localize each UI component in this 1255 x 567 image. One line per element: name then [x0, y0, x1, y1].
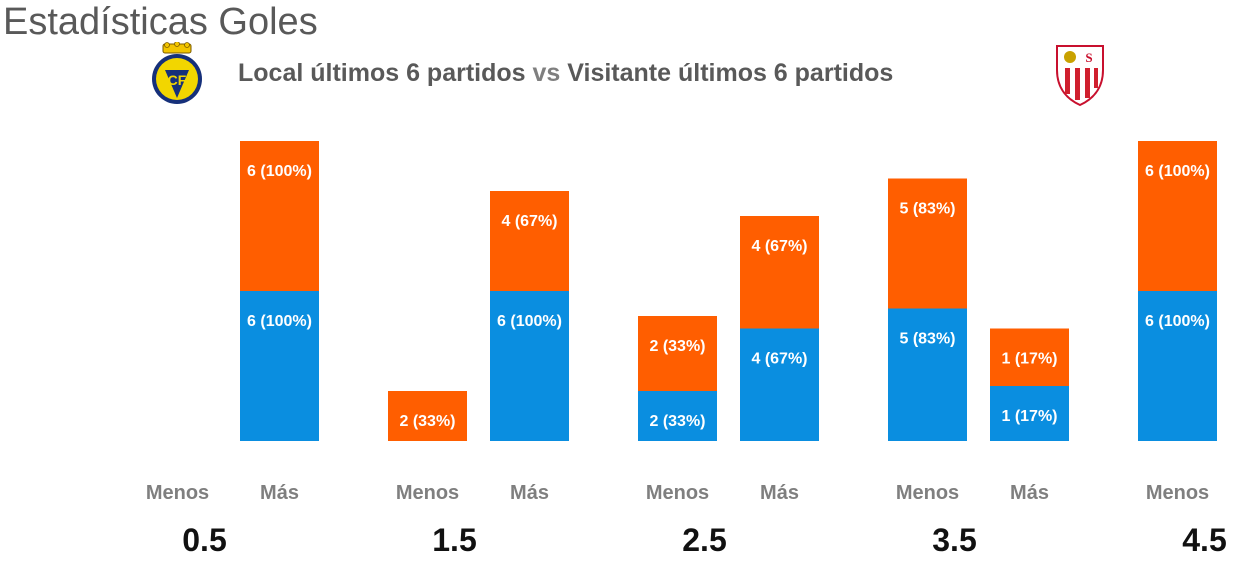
data-label-visitante: 2 (33%): [399, 413, 455, 430]
bar-visitante: [388, 391, 467, 441]
svg-text:CF: CF: [168, 72, 187, 88]
category-label: Más: [1010, 482, 1049, 504]
category-label: Menos: [646, 482, 709, 504]
sevilla-crest-icon: S: [1053, 42, 1107, 108]
chart-subtitle: Local últimos 6 partidos vs Visitante úl…: [238, 57, 893, 89]
bar-visitante: [240, 141, 319, 291]
category-label: Menos: [896, 482, 959, 504]
svg-text:S: S: [1085, 50, 1092, 65]
threshold-label: 4.5: [1182, 522, 1226, 558]
data-label-visitante: 6 (100%): [1145, 163, 1210, 180]
subtitle-away: Visitante últimos 6 partidos: [567, 59, 894, 87]
subtitle-vs: vs: [532, 59, 561, 87]
category-label: Más: [260, 482, 299, 504]
category-label: Más: [510, 482, 549, 504]
bar-visitante: [740, 216, 819, 329]
bar-local: [740, 328, 819, 441]
bar-visitante: [990, 328, 1069, 386]
bar-local: [1138, 291, 1217, 441]
data-label-local: 6 (100%): [1145, 313, 1210, 330]
data-label-local: 5 (83%): [899, 331, 955, 348]
subtitle-home: Local últimos 6 partidos: [238, 59, 526, 87]
data-label-local: 6 (100%): [247, 313, 312, 330]
villarreal-crest-icon: CF: [150, 41, 204, 108]
threshold-label: 1.5: [432, 522, 476, 558]
data-label-visitante: 1 (17%): [1001, 351, 1057, 368]
page-title: Estadísticas Goles: [3, 1, 318, 43]
bar-visitante: [490, 191, 569, 291]
category-label: Menos: [146, 482, 209, 504]
bar-local: [888, 308, 967, 441]
bar-local: [638, 391, 717, 441]
data-label-visitante: 2 (33%): [649, 338, 705, 355]
bar-local: [490, 291, 569, 441]
bar-visitante: [1138, 141, 1217, 291]
data-label-visitante: 5 (83%): [899, 201, 955, 218]
threshold-label: 2.5: [682, 522, 726, 558]
bar-visitante: [888, 178, 967, 309]
data-label-local: 2 (33%): [649, 413, 705, 430]
category-label: Menos: [396, 482, 459, 504]
threshold-label: 3.5: [932, 522, 976, 558]
data-label-visitante: 4 (67%): [501, 213, 557, 230]
bar-visitante: [638, 316, 717, 391]
bar-local: [990, 386, 1069, 441]
data-label-visitante: 4 (67%): [751, 238, 807, 255]
data-label-visitante: 6 (100%): [247, 163, 312, 180]
data-label-local: 4 (67%): [751, 351, 807, 368]
category-label: Menos: [1146, 482, 1209, 504]
data-label-local: 6 (100%): [497, 313, 562, 330]
threshold-label: 0.5: [182, 522, 226, 558]
data-label-local: 1 (17%): [1001, 408, 1057, 425]
category-label: Más: [760, 482, 799, 504]
bar-local: [240, 291, 319, 441]
